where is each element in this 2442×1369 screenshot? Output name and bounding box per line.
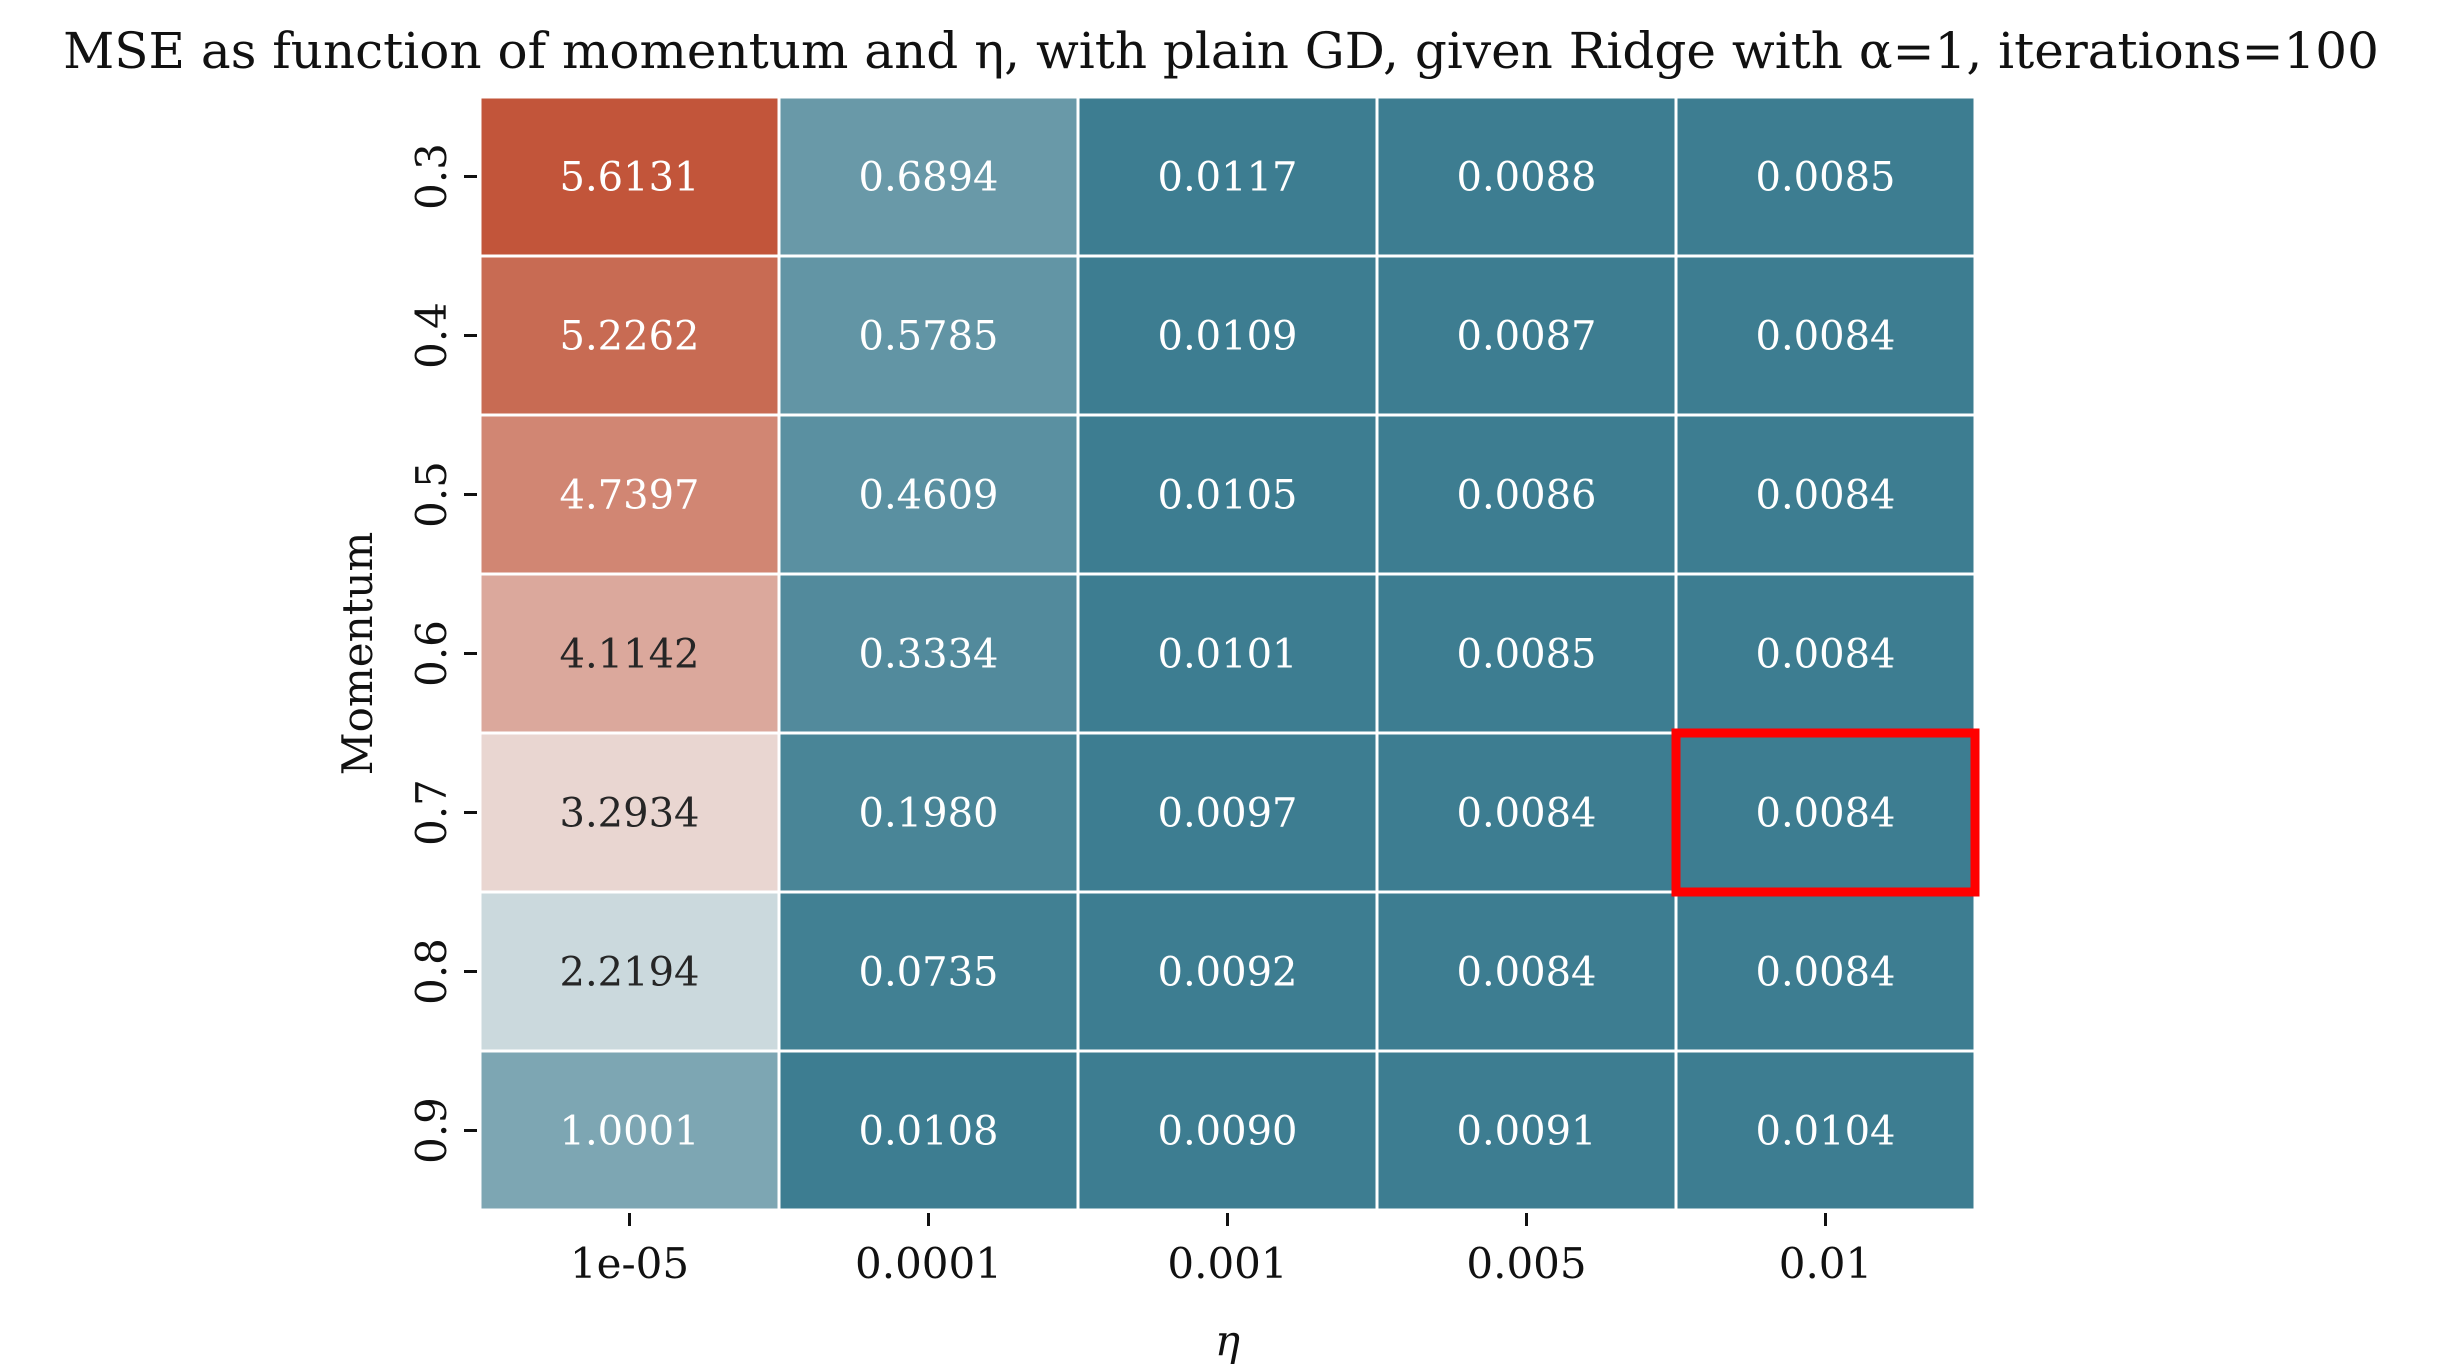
heatmap-value-label: 0.1980 <box>859 791 999 837</box>
heatmap-cell <box>1375 95 1678 258</box>
y-tick-label: 0.8 <box>407 938 456 1005</box>
heatmap-value-label: 2.2194 <box>560 950 700 996</box>
heatmap-cell <box>777 95 1080 258</box>
y-tick-label: 0.7 <box>407 779 456 846</box>
heatmap-cell <box>1375 890 1678 1053</box>
heatmap-cell <box>1076 890 1379 1053</box>
heatmap-cell <box>478 1049 781 1212</box>
y-tick-label: 0.4 <box>407 302 456 369</box>
heatmap-cell <box>1674 413 1977 576</box>
heatmap-value-label: 0.5785 <box>859 314 999 360</box>
heatmap-value-label: 0.0104 <box>1756 1109 1896 1155</box>
heatmap-cell <box>1076 254 1379 417</box>
heatmap-cell <box>1674 890 1977 1053</box>
heatmap-value-label: 0.0084 <box>1756 950 1896 996</box>
y-axis-label: Momentum <box>333 532 382 776</box>
heatmap-value-label: 0.6894 <box>859 155 999 201</box>
heatmap-value-label: 5.6131 <box>560 155 700 201</box>
heatmap-cell <box>1674 572 1977 735</box>
heatmap-cell <box>1674 731 1977 894</box>
heatmap-value-label: 0.0108 <box>859 1109 999 1155</box>
heatmap-value-label: 0.0088 <box>1457 155 1597 201</box>
heatmap-cell <box>478 572 781 735</box>
heatmap-value-label: 0.0105 <box>1158 473 1298 519</box>
highlight-layer <box>1671 728 1980 897</box>
heatmap-value-label: 0.0117 <box>1158 155 1298 201</box>
x-axis: 1e-05 0.0001 0.001 0.005 0.01 <box>570 1213 1872 1288</box>
heatmap-cell <box>777 572 1080 735</box>
heatmap-cell <box>777 413 1080 576</box>
heatmap-value-label: 0.0087 <box>1457 314 1597 360</box>
heatmap-value-label: 0.0085 <box>1457 632 1597 678</box>
heatmap-cell <box>1375 572 1678 735</box>
heatmap-value-label: 4.1142 <box>560 632 700 678</box>
heatmap-value-label: 3.2934 <box>560 791 700 837</box>
heatmap-value-label: 0.4609 <box>859 473 999 519</box>
heatmap-cell <box>777 890 1080 1053</box>
heatmap-value-label: 0.0084 <box>1756 473 1896 519</box>
heatmap-cell <box>1076 572 1379 735</box>
heatmap-cell <box>478 731 781 894</box>
heatmap-value-label: 0.0092 <box>1158 950 1298 996</box>
heatmap-value-label: 0.3334 <box>859 632 999 678</box>
heatmap-value-label: 0.0735 <box>859 950 999 996</box>
x-tick-label: 0.005 <box>1466 1239 1586 1288</box>
heatmap-value-label: 0.0109 <box>1158 314 1298 360</box>
heatmap-cell <box>1375 413 1678 576</box>
heatmap-cell <box>1674 1049 1977 1212</box>
heatmap-cell <box>777 731 1080 894</box>
heatmap-cell <box>1375 1049 1678 1212</box>
heatmap-cell <box>1076 95 1379 258</box>
heatmap-value-label: 0.0097 <box>1158 791 1298 837</box>
heatmap-value-label: 0.0084 <box>1756 314 1896 360</box>
x-axis-label: η <box>1215 1316 1240 1365</box>
heatmap-value-label: 0.0084 <box>1457 950 1597 996</box>
heatmap-cell <box>1674 254 1977 417</box>
x-tick-label: 0.01 <box>1779 1239 1873 1288</box>
y-tick-label: 0.9 <box>407 1097 456 1164</box>
highlight-box <box>1671 728 1980 897</box>
x-tick-label: 0.001 <box>1167 1239 1287 1288</box>
heatmap-value-label: 0.0084 <box>1756 632 1896 678</box>
y-tick-label: 0.5 <box>407 461 456 528</box>
heatmap-value-label: 0.0091 <box>1457 1109 1597 1155</box>
x-tick-label: 1e-05 <box>570 1239 689 1288</box>
heatmap-cell <box>478 254 781 417</box>
heatmap-cell <box>478 95 781 258</box>
heatmap-value-label: 0.0086 <box>1457 473 1597 519</box>
y-axis: 0.3 0.4 0.5 0.6 0.7 0.8 0.9 <box>407 143 477 1164</box>
chart-title: MSE as function of momentum and η, with … <box>63 22 2379 80</box>
heatmap-value-label: 0.0101 <box>1158 632 1298 678</box>
heatmap-value-label: 0.0085 <box>1756 155 1896 201</box>
y-tick-label: 0.3 <box>407 143 456 210</box>
heatmap-cells <box>478 95 1977 1212</box>
heatmap-cell <box>1076 731 1379 894</box>
heatmap-value-label: 4.7397 <box>560 473 700 519</box>
heatmap-value-label: 0.0090 <box>1158 1109 1298 1155</box>
heatmap-value-label: 5.2262 <box>560 314 700 360</box>
x-tick-label: 0.0001 <box>855 1239 1002 1288</box>
y-tick-label: 0.6 <box>407 620 456 687</box>
heatmap-value-label: 0.0084 <box>1756 791 1896 837</box>
heatmap-value-labels: 5.6131 0.6894 0.0117 0.0088 0.0085 5.2262 0.57… <box>560 155 1896 1155</box>
heatmap-value-label: 0.0084 <box>1457 791 1597 837</box>
heatmap-value-label: 1.0001 <box>560 1109 700 1155</box>
